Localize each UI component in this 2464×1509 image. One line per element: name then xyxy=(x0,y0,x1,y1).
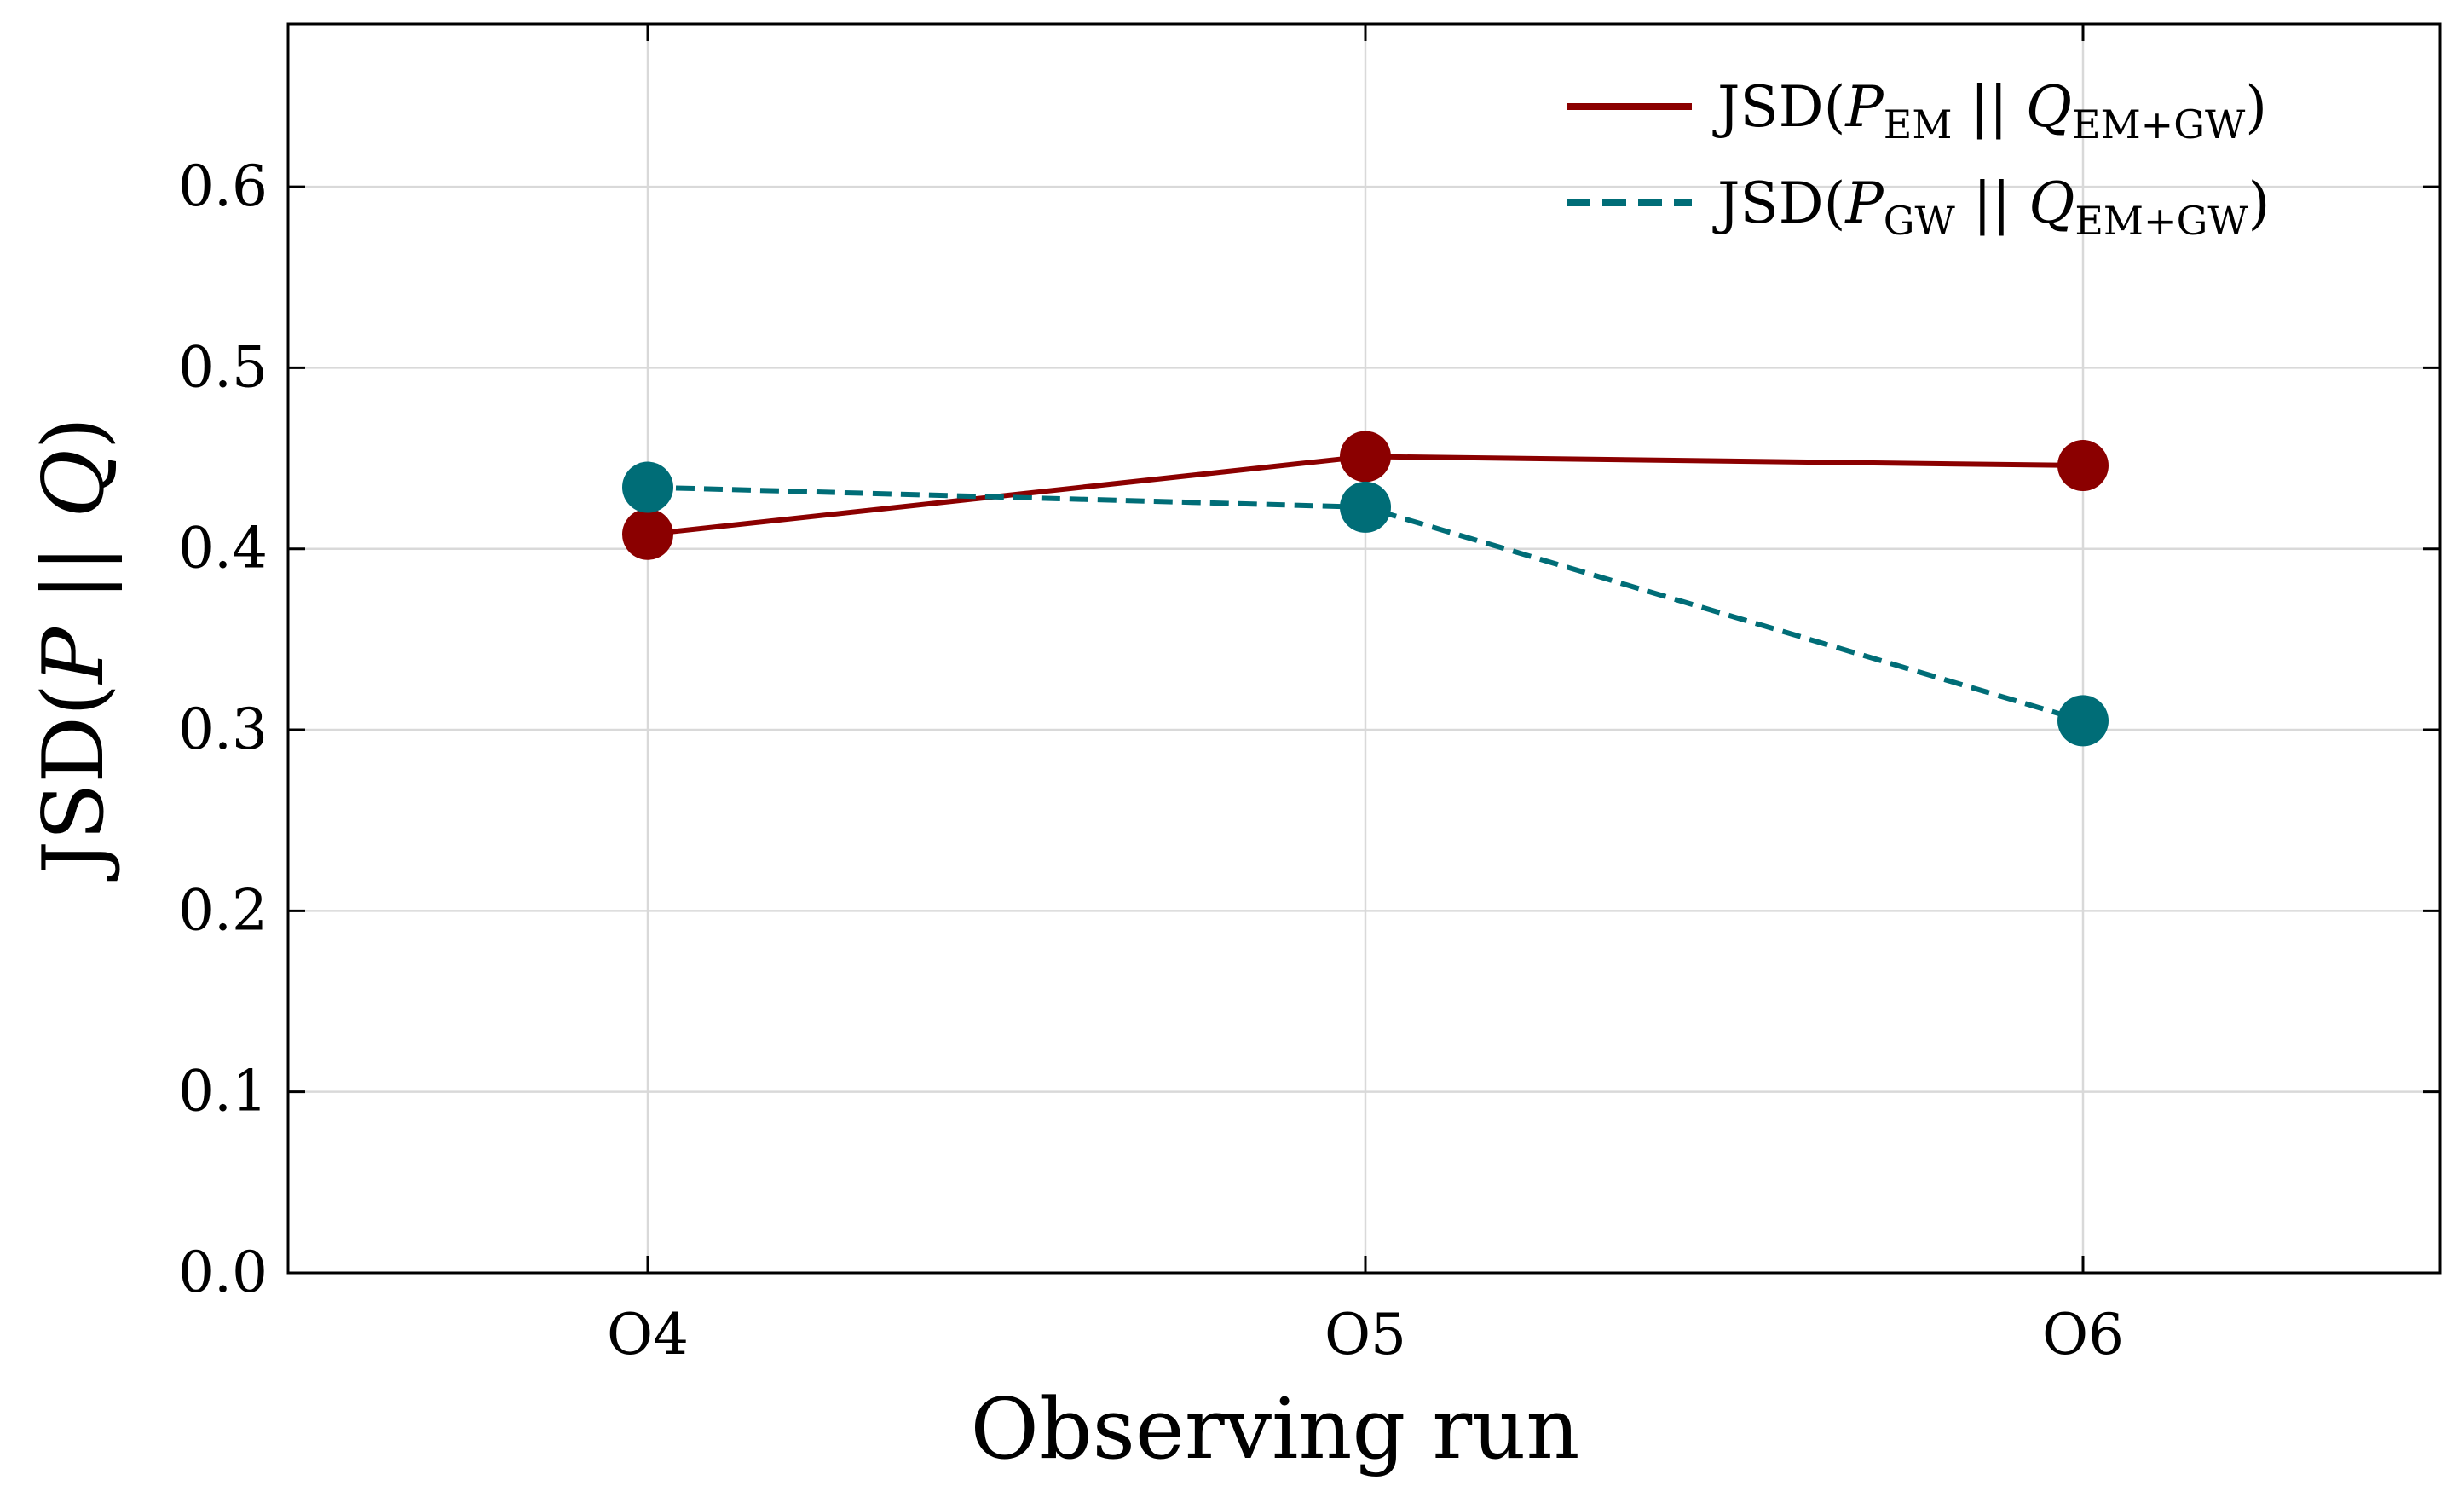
y-tick-label: 0.6 xyxy=(178,153,268,219)
legend-label-2: JSD(PGW || QEM+GW) xyxy=(1712,171,2270,244)
x-tick-label: O6 xyxy=(2042,1302,2124,1367)
series-2-point xyxy=(2057,695,2109,747)
x-tick-label: O5 xyxy=(1324,1302,1406,1367)
ticks xyxy=(288,24,2440,1275)
series-markers xyxy=(622,431,2109,747)
y-tick-label: 0.2 xyxy=(178,877,268,943)
legend-label-1: JSD(PEM || QEM+GW) xyxy=(1712,74,2267,147)
y-tick-label: 0.5 xyxy=(178,334,268,400)
y-axis-label: JSD(P || Q) xyxy=(26,417,123,882)
x-tick-label: O4 xyxy=(607,1302,689,1367)
x-axis-label: Observing run xyxy=(971,1381,1580,1478)
series-2-point xyxy=(622,461,673,513)
series-1-point xyxy=(1340,431,1391,483)
y-tick-label: 0.4 xyxy=(178,516,268,581)
y-tick-label: 0.1 xyxy=(178,1059,268,1125)
series-1-point xyxy=(622,508,673,560)
series-2-point xyxy=(1340,481,1391,533)
tick-labels: 0.0 0.1 0.2 0.3 0.4 0.5 0.6 O4 O5 O6 xyxy=(178,153,2124,1367)
legend: JSD(PEM || QEM+GW) JSD(PGW || QEM+GW) xyxy=(1567,74,2270,244)
y-tick-label: 0.3 xyxy=(178,697,268,762)
y-tick-label: 0.0 xyxy=(178,1240,268,1305)
series-1-point xyxy=(2057,440,2109,492)
